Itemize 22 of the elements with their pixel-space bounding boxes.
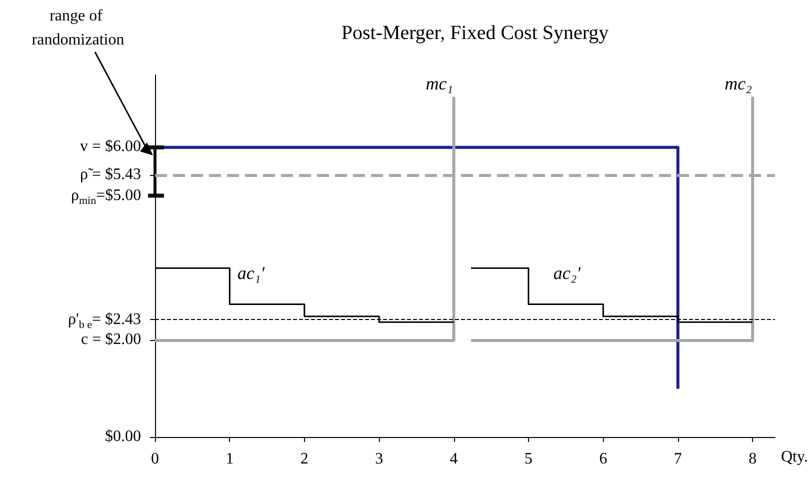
y-tick-label: $0.00 [105, 428, 141, 446]
y-tick-label: c = $2.00 [81, 331, 142, 350]
x-tick-label: 1 [226, 450, 234, 468]
y-tick-label: ρ'$_{b e}$= $2.43 [68, 310, 142, 331]
chart-title: Post-Merger, Fixed Cost Synergy [341, 22, 609, 44]
y-tick-label: ρ̃ = $5.43 [80, 166, 142, 184]
x-tick-label: 4 [450, 450, 458, 468]
y-tick-label: ρ$_{min}$=$5.00 [71, 186, 142, 209]
text: range of randomization [32, 8, 124, 48]
x-tick-label: 3 [375, 450, 384, 468]
x-tick-label: 2 [300, 450, 308, 468]
x-axis-title: Qty. [781, 448, 808, 466]
series-label: mc₂ [724, 74, 752, 94]
x-tick-label: 5 [524, 450, 532, 468]
x-tick-label: 8 [748, 450, 757, 468]
y-tick-label: v = $6.00 [80, 138, 142, 156]
series-label: ac₂' [553, 263, 582, 284]
series-label: ac₁' [237, 263, 266, 284]
x-tick-label: 0 [151, 450, 159, 468]
x-tick-label: 6 [599, 450, 608, 468]
series-label: mc₁ [426, 74, 454, 94]
x-tick-label: 7 [674, 450, 682, 468]
